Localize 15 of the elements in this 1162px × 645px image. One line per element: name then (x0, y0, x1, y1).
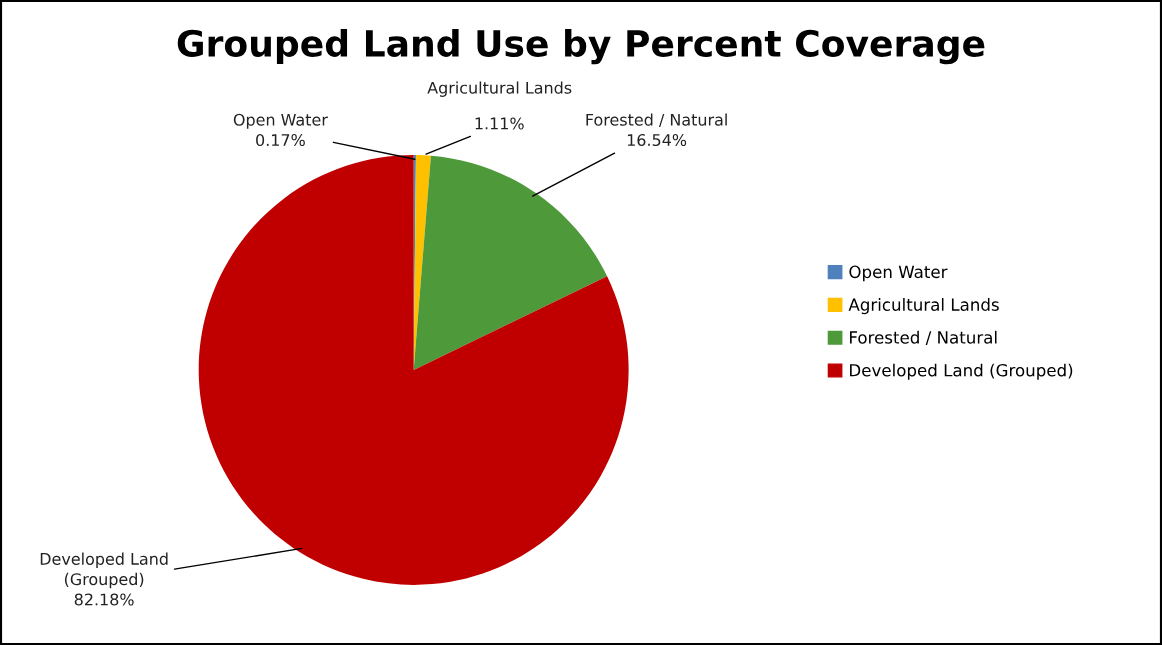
slice-label: Developed Land (Grouped) (40, 552, 168, 589)
pie-slice (198, 154, 629, 585)
data-label: 16.54% (627, 134, 687, 147)
data-label: 1.11% (475, 117, 524, 130)
legend-label: Forested / Natural (850, 330, 997, 346)
chart-title: Grouped Land Use by Percent Coverage (177, 29, 985, 65)
legend-label: Open Water (849, 265, 948, 282)
slice-label: Open Water (233, 113, 328, 129)
pie-slice (413, 155, 608, 370)
data-label: 82.18% (74, 593, 134, 606)
legend-label: Agricultural Lands (848, 298, 999, 315)
category-label: Agricultural Lands (427, 81, 572, 97)
slice-label: Forested / Natural (586, 113, 727, 128)
data-label: 0.17% (256, 134, 305, 147)
legend-label: Developed Land (Grouped) (850, 363, 1073, 380)
